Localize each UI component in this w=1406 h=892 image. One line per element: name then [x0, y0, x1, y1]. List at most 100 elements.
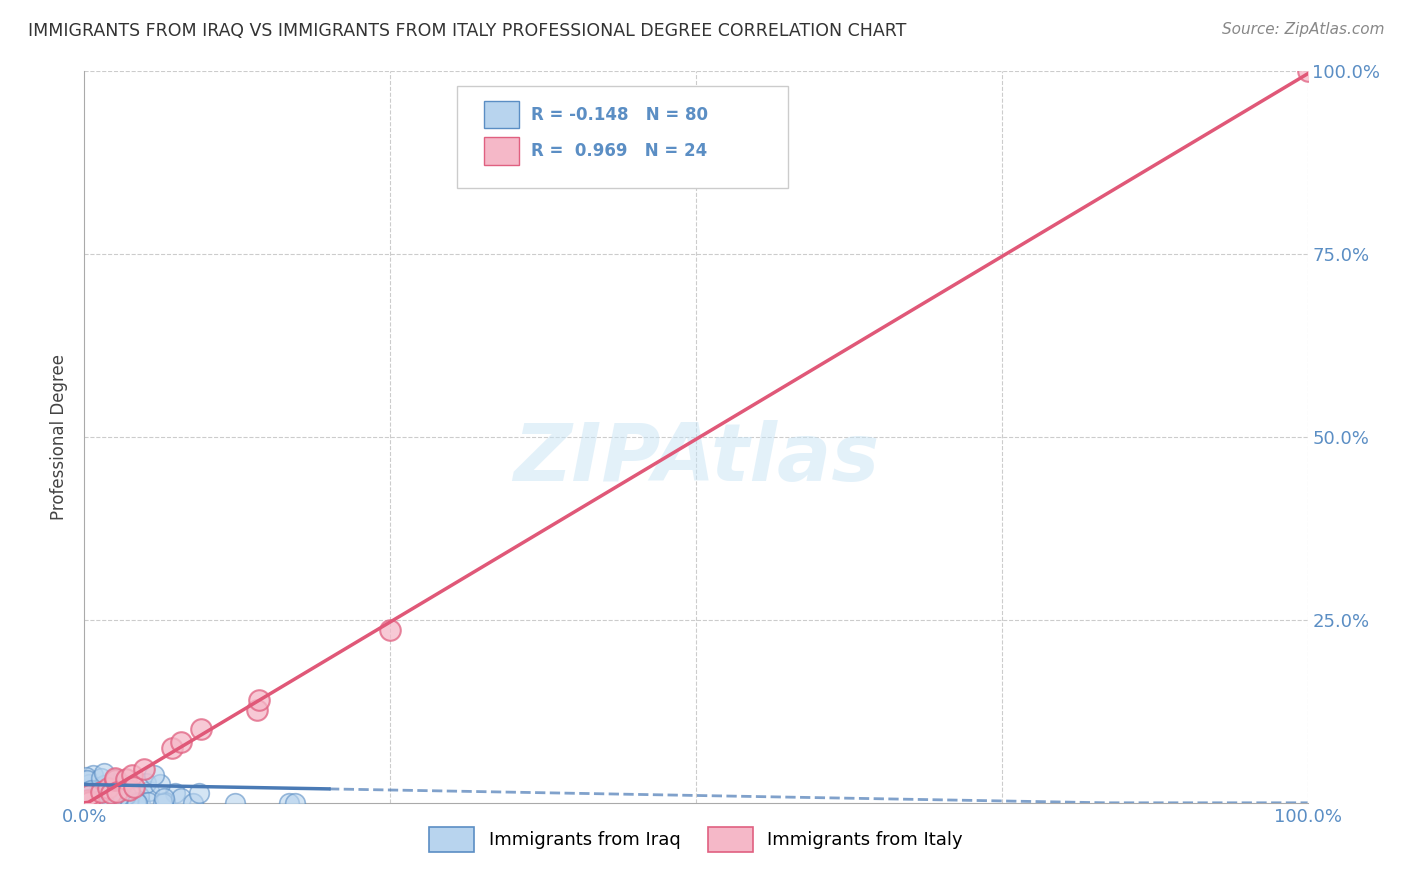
Point — [96, 790, 118, 805]
Point — [138, 795, 160, 809]
Text: ZIPAtlas: ZIPAtlas — [513, 420, 879, 498]
Point — [163, 786, 186, 800]
Point — [111, 777, 134, 791]
Point — [108, 789, 131, 803]
Legend: Immigrants from Iraq, Immigrants from Italy: Immigrants from Iraq, Immigrants from It… — [422, 820, 970, 860]
Point — [100, 792, 122, 806]
Point — [122, 780, 145, 794]
Point — [101, 796, 124, 810]
Point — [380, 623, 402, 637]
Point — [76, 793, 98, 807]
Point — [73, 785, 96, 799]
Point — [87, 794, 110, 808]
Point — [105, 784, 128, 798]
Point — [104, 776, 127, 790]
Point — [76, 786, 98, 800]
Point — [128, 789, 150, 804]
Point — [190, 722, 212, 736]
Point — [94, 784, 117, 798]
Point — [90, 796, 112, 810]
Point — [110, 792, 132, 806]
Point — [77, 795, 100, 809]
Point — [170, 791, 193, 805]
Point — [105, 772, 128, 787]
Point — [114, 788, 136, 802]
Point — [149, 777, 172, 791]
Point — [82, 791, 104, 805]
Y-axis label: Professional Degree: Professional Degree — [51, 354, 69, 520]
Point — [160, 740, 183, 755]
Point — [76, 772, 98, 787]
Point — [77, 788, 100, 802]
Point — [75, 789, 97, 804]
Point — [86, 782, 108, 797]
Point — [93, 766, 115, 780]
Bar — [484, 101, 519, 128]
Point — [249, 693, 271, 707]
Point — [77, 789, 100, 803]
Point — [77, 777, 100, 791]
Point — [87, 785, 110, 799]
Text: Source: ZipAtlas.com: Source: ZipAtlas.com — [1222, 22, 1385, 37]
Point — [181, 796, 204, 810]
Point — [79, 788, 101, 802]
Text: IMMIGRANTS FROM IRAQ VS IMMIGRANTS FROM ITALY PROFESSIONAL DEGREE CORRELATION CH: IMMIGRANTS FROM IRAQ VS IMMIGRANTS FROM … — [28, 22, 907, 40]
Point — [101, 790, 124, 805]
Point — [104, 771, 127, 785]
Bar — [484, 137, 519, 165]
Point — [87, 796, 110, 810]
Point — [117, 783, 139, 797]
Point — [134, 762, 156, 776]
Point — [100, 791, 122, 805]
Point — [77, 796, 100, 810]
Point — [100, 786, 122, 800]
Point — [125, 795, 148, 809]
Text: R = -0.148   N = 80: R = -0.148 N = 80 — [531, 105, 707, 123]
Point — [77, 788, 100, 802]
Point — [77, 792, 100, 806]
Point — [80, 790, 103, 805]
Point — [80, 796, 103, 810]
Point — [246, 703, 269, 717]
Point — [75, 771, 97, 785]
Point — [73, 796, 96, 810]
Point — [127, 796, 149, 810]
Point — [76, 796, 98, 810]
Point — [170, 734, 193, 748]
Point — [117, 794, 139, 808]
Point — [115, 772, 138, 786]
Point — [75, 783, 97, 797]
Point — [90, 792, 112, 806]
Point — [77, 788, 100, 802]
Point — [105, 791, 128, 805]
Point — [97, 781, 120, 796]
Point — [153, 791, 176, 805]
Point — [135, 776, 157, 790]
Point — [1296, 64, 1319, 78]
Point — [84, 783, 107, 797]
Point — [155, 795, 177, 809]
Point — [76, 796, 98, 810]
Point — [86, 781, 108, 796]
Point — [278, 796, 301, 810]
Text: R =  0.969   N = 24: R = 0.969 N = 24 — [531, 142, 707, 160]
Point — [73, 793, 96, 807]
Point — [84, 784, 107, 798]
FancyBboxPatch shape — [457, 86, 787, 188]
Point — [90, 789, 112, 803]
Point — [93, 796, 115, 810]
Point — [188, 786, 211, 800]
Point — [93, 778, 115, 792]
Point — [79, 785, 101, 799]
Point — [83, 794, 105, 808]
Point — [97, 789, 120, 804]
Point — [82, 784, 104, 798]
Point — [90, 785, 112, 799]
Point — [152, 796, 174, 810]
Point — [75, 792, 97, 806]
Point — [80, 790, 103, 805]
Point — [142, 768, 165, 782]
Point — [90, 772, 112, 786]
Point — [224, 796, 246, 810]
Point — [90, 780, 112, 794]
